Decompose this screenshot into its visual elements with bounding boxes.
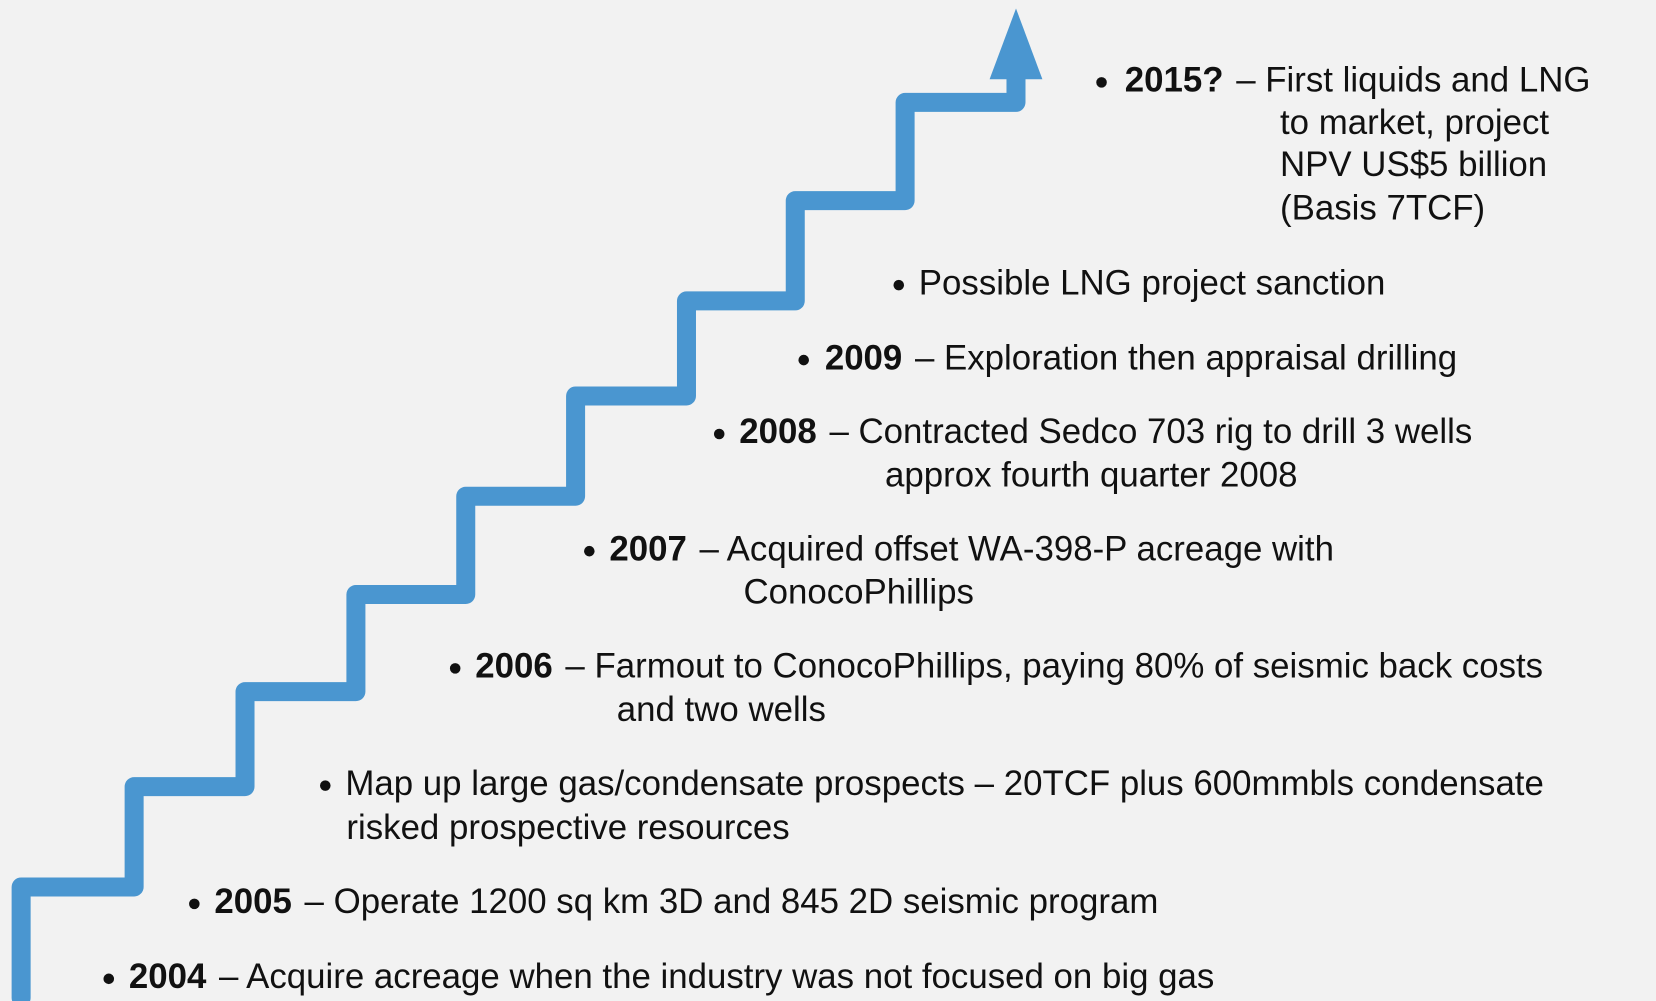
year: 2008 [739,412,816,451]
item-text: Possible LNG project sanction [919,263,1386,302]
bullet [893,279,905,291]
year: 2005 [214,882,291,921]
item-text: NPV US$5 billion [1280,145,1547,184]
year: 2007 [609,529,686,568]
bullet [189,898,200,910]
bullet [798,354,809,366]
item-text: Map up large gas/condensate prospects – … [345,764,1544,803]
bullet [584,545,595,557]
item-text: – Contracted Sedco 703 rig to drill 3 we… [829,412,1472,451]
item-text: – First liquids and LNG [1236,61,1590,100]
item-text: – Acquire acreage when the industry was … [219,957,1214,996]
bullet [1096,77,1107,88]
bullet [103,973,115,985]
item-text: to market, project [1280,103,1549,142]
item-text: – Operate 1200 sq km 3D and 845 2D seism… [305,882,1159,921]
item-text: – Farmout to ConocoPhillips, paying 80% … [565,647,1543,686]
item-text: approx fourth quarter 2008 [885,455,1297,494]
item-text: ConocoPhillips [744,573,974,612]
year: 2006 [475,647,552,686]
item-text: and two wells [617,690,826,729]
bullet [320,780,331,791]
bullet [449,663,461,674]
bullet [713,428,725,440]
item-text: – Exploration then appraisal drilling [915,338,1457,377]
arrow-head [989,8,1043,80]
item-text: – Acquired offset WA-398-P acreage with [700,529,1334,568]
item-text: risked prospective resources [346,808,789,847]
year: 2009 [825,338,902,377]
year: 2015? [1125,61,1224,100]
year: 2004 [129,957,207,996]
staircase [11,64,1026,1001]
item-text: (Basis 7TCF) [1280,188,1485,227]
